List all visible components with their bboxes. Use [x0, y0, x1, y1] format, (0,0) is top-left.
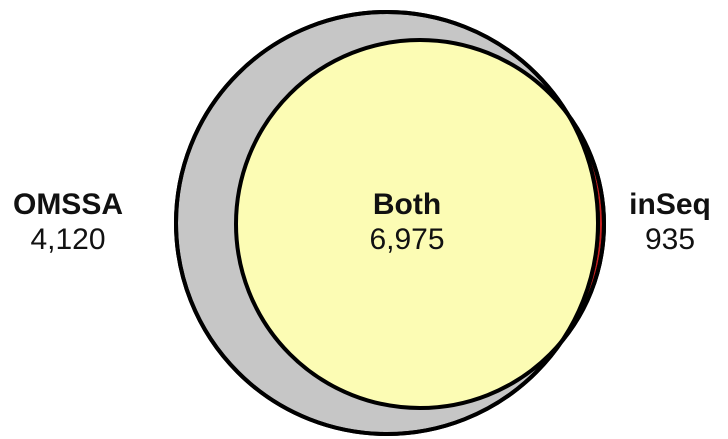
- omssa-outline: [174, 10, 600, 436]
- inseq-outline: [234, 38, 606, 410]
- inseq-count: 935: [645, 223, 695, 256]
- both-label: Both: [373, 188, 441, 221]
- omssa-label: OMSSA: [13, 188, 123, 221]
- overlap-region: [236, 40, 598, 408]
- omssa-count: 4,120: [30, 223, 105, 256]
- both-count: 6,975: [369, 223, 444, 256]
- inseq-label: inSeq: [629, 188, 711, 221]
